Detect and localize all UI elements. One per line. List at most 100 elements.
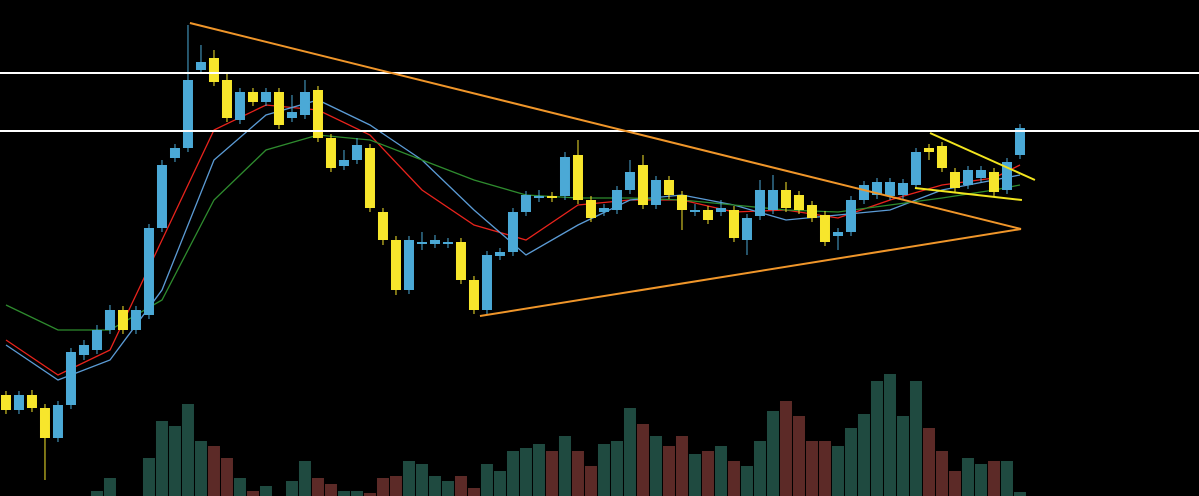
candle-body xyxy=(481,255,492,310)
volume-bar xyxy=(948,471,961,496)
candle-body xyxy=(364,148,375,208)
trend-line xyxy=(189,22,1022,230)
volume-bar xyxy=(350,491,363,496)
volume-bar xyxy=(779,401,792,496)
volume-bar xyxy=(922,428,935,496)
volume-bar xyxy=(597,444,610,496)
volume-bar xyxy=(298,461,311,496)
volume-bar xyxy=(701,451,714,496)
candle-body xyxy=(65,352,76,405)
volume-bar xyxy=(324,484,337,496)
candle-body xyxy=(221,80,232,118)
volume-bar xyxy=(311,478,324,496)
volume-bar xyxy=(831,446,844,496)
volume-bar xyxy=(896,416,909,496)
volume-bar xyxy=(688,454,701,496)
candle-body xyxy=(390,240,401,290)
candle-body xyxy=(702,210,713,220)
candle-body xyxy=(832,232,843,236)
candle-body xyxy=(676,195,687,210)
candle-body xyxy=(923,148,934,152)
candle-body xyxy=(286,112,297,118)
volume-bar xyxy=(610,441,623,496)
candle-body xyxy=(325,138,336,168)
volume-bar xyxy=(389,476,402,496)
candle-body xyxy=(455,242,466,280)
candle-body xyxy=(533,196,544,198)
volume-bar xyxy=(441,481,454,496)
volume-bar xyxy=(402,461,415,496)
candle-body xyxy=(13,395,24,410)
candle-body xyxy=(143,228,154,315)
candle-body xyxy=(273,92,284,125)
volume-bar xyxy=(155,421,168,496)
volume-bar xyxy=(103,478,116,496)
volume-bar xyxy=(935,451,948,496)
candle-body xyxy=(793,195,804,210)
volume-bar xyxy=(532,444,545,496)
candle-body xyxy=(975,170,986,178)
candle-body xyxy=(91,330,102,350)
volume-bar xyxy=(207,446,220,496)
volume-bar xyxy=(792,416,805,496)
candle-body xyxy=(1001,162,1012,190)
candle-body xyxy=(507,212,518,252)
volume-bar xyxy=(753,441,766,496)
candle-body xyxy=(299,92,310,115)
volume-bar xyxy=(818,441,831,496)
trend-line xyxy=(914,187,1023,201)
volume-bar xyxy=(480,464,493,496)
volume-bar xyxy=(909,381,922,496)
candle-body xyxy=(429,240,440,244)
volume-bar xyxy=(805,441,818,496)
volume-bar xyxy=(727,461,740,496)
candle-body xyxy=(637,165,648,205)
volume-bar xyxy=(675,436,688,496)
candle-body xyxy=(845,200,856,232)
candle-body xyxy=(559,157,570,196)
trend-line xyxy=(929,132,1036,181)
candle-body xyxy=(78,345,89,355)
volume-bar xyxy=(1000,461,1013,496)
candle-body xyxy=(169,148,180,158)
volume-bar xyxy=(883,374,896,496)
volume-bar xyxy=(142,458,155,496)
candle-body xyxy=(741,218,752,240)
volume-bar xyxy=(584,466,597,496)
candle-body xyxy=(806,205,817,218)
volume-bar xyxy=(636,424,649,496)
volume-bar xyxy=(233,478,246,496)
candle-body xyxy=(572,155,583,200)
volume-bar xyxy=(558,436,571,496)
volume-bar xyxy=(740,466,753,496)
candle-body xyxy=(338,160,349,166)
candle-body xyxy=(988,172,999,192)
volume-bar xyxy=(545,451,558,496)
candle-body xyxy=(208,58,219,82)
candle-body xyxy=(52,405,63,438)
candle-body xyxy=(416,242,427,244)
candle-body xyxy=(546,196,557,198)
volume-bar xyxy=(454,476,467,496)
candle-body xyxy=(728,210,739,238)
volume-bar xyxy=(623,408,636,496)
candle-body xyxy=(442,242,453,244)
volume-bar xyxy=(259,486,272,496)
candle-body xyxy=(104,310,115,330)
candle-body xyxy=(624,172,635,190)
candle-body xyxy=(754,190,765,216)
candle-body xyxy=(767,190,778,210)
volume-bar xyxy=(363,493,376,496)
volume-bar xyxy=(506,451,519,496)
candle-body xyxy=(715,208,726,212)
candle-body xyxy=(949,172,960,188)
volume-bar xyxy=(974,464,987,496)
candle-body xyxy=(156,165,167,228)
volume-bar xyxy=(766,411,779,496)
volume-bar xyxy=(168,426,181,496)
volume-bar xyxy=(662,446,675,496)
volume-bar xyxy=(649,436,662,496)
candle-body xyxy=(936,146,947,168)
candle-body xyxy=(39,408,50,438)
